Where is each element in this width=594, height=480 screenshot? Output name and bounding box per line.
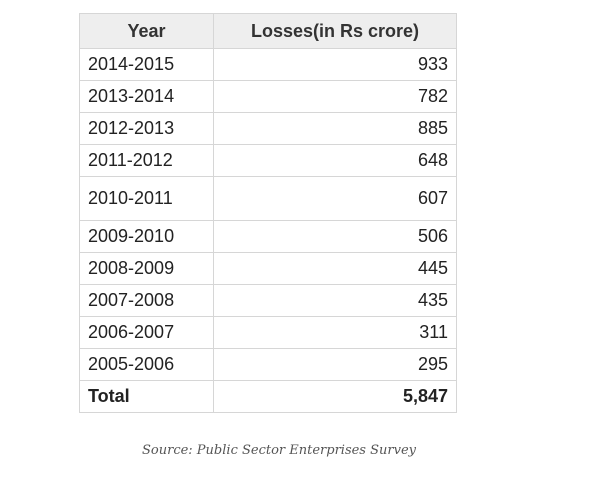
- total-row: Total 5,847: [79, 380, 457, 413]
- source-caption: Source: Public Sector Enterprises Survey: [142, 443, 416, 458]
- year-cell: 2006-2007: [79, 316, 214, 349]
- year-cell: 2008-2009: [79, 252, 214, 285]
- table-row: 2006-2007 311: [79, 316, 457, 349]
- table-row: 2009-2010 506: [79, 220, 457, 253]
- loss-cell: 445: [213, 252, 457, 285]
- year-cell: 2014-2015: [79, 48, 214, 81]
- table-row: 2013-2014 782: [79, 80, 457, 113]
- table-row: 2010-2011 607: [79, 176, 457, 221]
- loss-cell: 506: [213, 220, 457, 253]
- year-cell: 2013-2014: [79, 80, 214, 113]
- table-row: 2011-2012 648: [79, 144, 457, 177]
- year-cell: 2007-2008: [79, 284, 214, 317]
- table-row: 2008-2009 445: [79, 252, 457, 285]
- year-cell: 2011-2012: [79, 144, 214, 177]
- header-losses: Losses(in Rs crore): [213, 13, 457, 49]
- year-cell: 2010-2011: [79, 176, 214, 221]
- loss-cell: 311: [213, 316, 457, 349]
- table-row: 2007-2008 435: [79, 284, 457, 317]
- loss-cell: 782: [213, 80, 457, 113]
- year-cell: 2009-2010: [79, 220, 214, 253]
- table-header-row: Year Losses(in Rs crore): [79, 13, 457, 49]
- loss-cell: 648: [213, 144, 457, 177]
- losses-table: Year Losses(in Rs crore) 2014-2015 933 2…: [79, 13, 457, 413]
- table-row: 2005-2006 295: [79, 348, 457, 381]
- losses-table-container: Year Losses(in Rs crore) 2014-2015 933 2…: [79, 13, 457, 413]
- table-row: 2012-2013 885: [79, 112, 457, 145]
- year-cell: 2005-2006: [79, 348, 214, 381]
- total-label: Total: [79, 380, 214, 413]
- year-cell: 2012-2013: [79, 112, 214, 145]
- loss-cell: 435: [213, 284, 457, 317]
- loss-cell: 885: [213, 112, 457, 145]
- loss-cell: 607: [213, 176, 457, 221]
- loss-cell: 295: [213, 348, 457, 381]
- header-year: Year: [79, 13, 214, 49]
- loss-cell: 933: [213, 48, 457, 81]
- total-value: 5,847: [213, 380, 457, 413]
- table-row: 2014-2015 933: [79, 48, 457, 81]
